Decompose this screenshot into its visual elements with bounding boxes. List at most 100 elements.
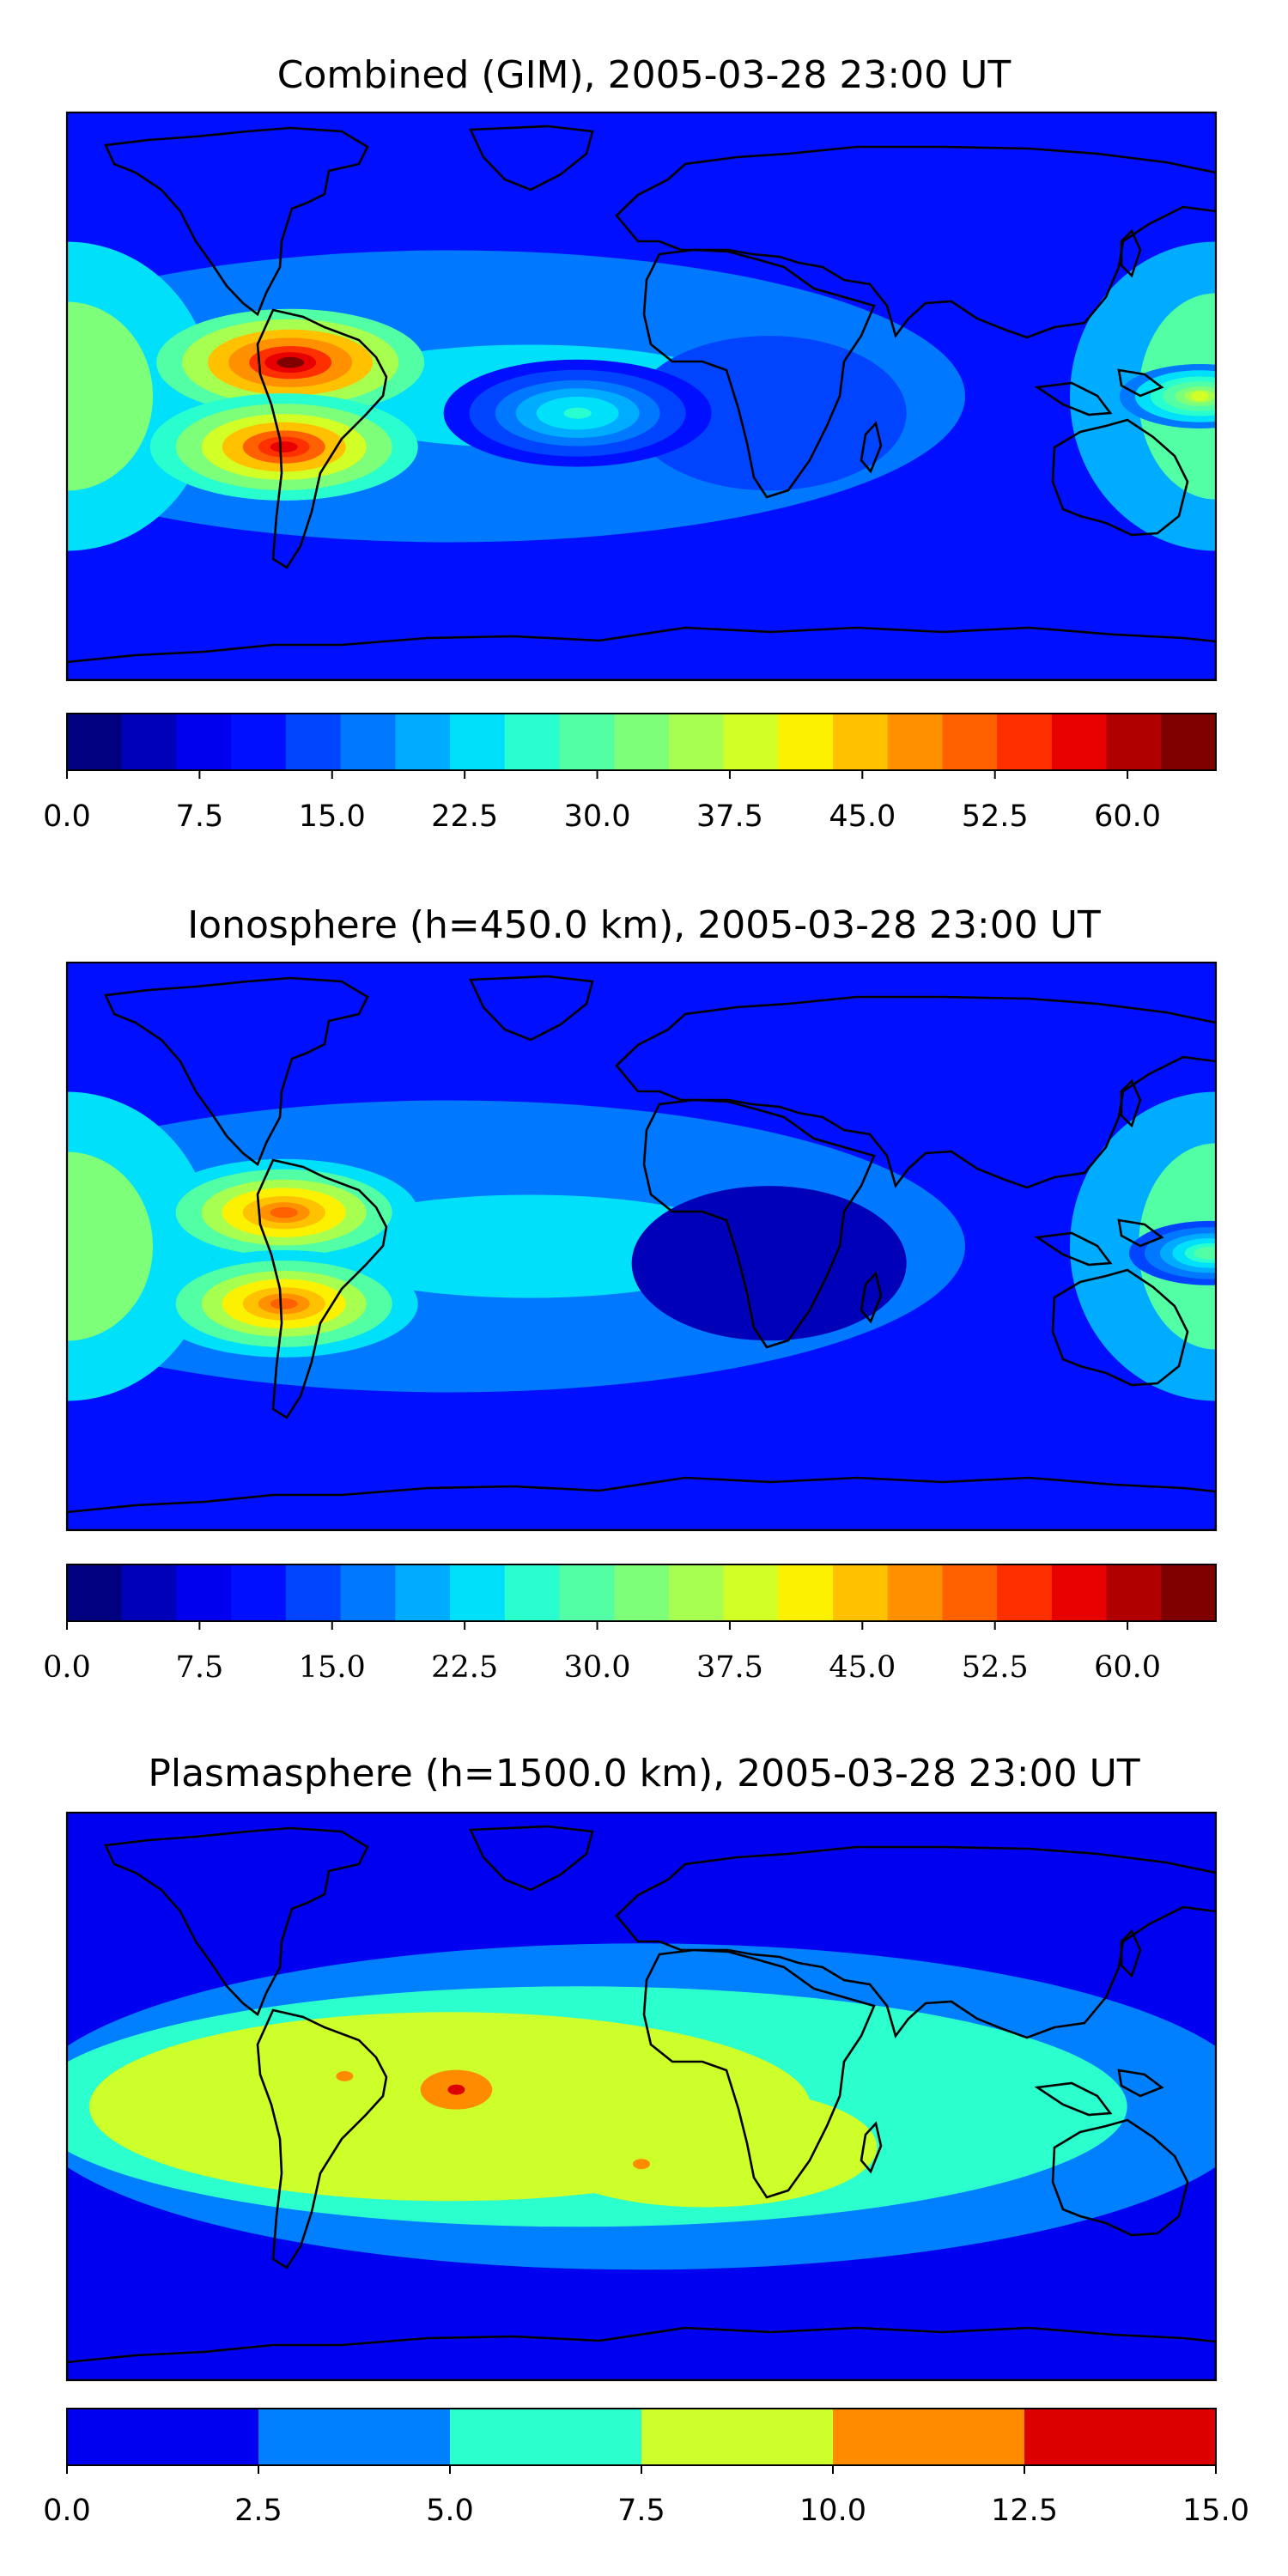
- colorbar-tick-label: 37.5: [696, 799, 763, 834]
- contour-peak: [270, 1206, 298, 1218]
- colorbar-segment: [340, 714, 396, 770]
- colorbar-tick-label: 22.5: [431, 1650, 498, 1685]
- colorbar-segment: [887, 714, 943, 770]
- colorbar-segment: [641, 2409, 834, 2465]
- colorbar-segment: [778, 1564, 834, 1621]
- map-frame: [65, 961, 1218, 1532]
- colorbar-tick-label: 5.0: [426, 2494, 474, 2528]
- contour-peak: [447, 2084, 465, 2095]
- colorbar-segment: [231, 714, 287, 770]
- colorbar-tick-label: 15.0: [299, 799, 366, 834]
- colorbar-tick-label: 30.0: [564, 1650, 631, 1685]
- colorbar-segment: [67, 1564, 123, 1621]
- colorbar-segment: [942, 714, 998, 770]
- colorbar-tick-label: 15.0: [299, 1650, 366, 1685]
- colorbar: 0.0 7.5 15.0 22.5 30.0 37.5 45.0 52.5 60.0: [43, 1564, 1217, 1685]
- colorbar-segment: [833, 714, 889, 770]
- colorbar-segment: [285, 1564, 342, 1621]
- colorbar-segment: [778, 714, 834, 770]
- colorbar-segment: [285, 714, 342, 770]
- colorbar-segment: [1051, 714, 1108, 770]
- colorbar-segment: [340, 1564, 396, 1621]
- contour-band: [514, 2070, 704, 2157]
- map-field: [67, 1813, 1216, 2380]
- contour-peak: [270, 441, 298, 453]
- map-frame: [65, 111, 1218, 682]
- colorbar-segment: [668, 1564, 725, 1621]
- colorbar-tick-label: 7.5: [617, 2494, 665, 2528]
- colorbar-segment: [942, 1564, 998, 1621]
- panel-1: Combined (GIM), 2005-03-28 23:00 UT 0.0 7.…: [43, 53, 1218, 834]
- colorbar-segment: [723, 1564, 779, 1621]
- panel-title: Combined (GIM), 2005-03-28 23:00 UT: [277, 53, 1012, 97]
- contour-peak: [633, 2159, 650, 2170]
- colorbar-segment: [121, 714, 177, 770]
- panel-title: Ionosphere (h=450.0 km), 2005-03-28 23:0…: [187, 903, 1101, 947]
- panel-3: Plasmasphere (h=1500.0 km), 2005-03-28 2…: [43, 1752, 1249, 2528]
- colorbar-segment: [614, 1564, 670, 1621]
- colorbar-segment: [450, 1564, 506, 1621]
- contour-peak: [276, 356, 305, 368]
- colorbar-segment: [997, 714, 1053, 770]
- colorbar-segment: [121, 1564, 177, 1621]
- colorbar-segment: [997, 1564, 1053, 1621]
- colorbar-segment: [450, 714, 506, 770]
- colorbar-frame: [66, 1564, 1217, 1622]
- colorbar-segment: [559, 714, 615, 770]
- colorbar-segment: [833, 1564, 889, 1621]
- map-field: [67, 112, 1216, 680]
- colorbar-tick-label: 15.0: [1182, 2494, 1249, 2528]
- colorbar-tick-label: 52.5: [962, 1650, 1029, 1685]
- contour-peak: [336, 2070, 354, 2081]
- colorbar-tick-label: 22.5: [431, 799, 498, 834]
- contour-band: [67, 301, 153, 491]
- colorbar-segment: [504, 1564, 560, 1621]
- colorbar-tick-label: 52.5: [962, 799, 1029, 834]
- colorbar-tick-label: 60.0: [1094, 799, 1161, 834]
- colorbar-segment: [67, 714, 123, 770]
- colorbar-segment: [1161, 714, 1217, 770]
- panel-2: Ionosphere (h=450.0 km), 2005-03-28 23:0…: [43, 903, 1218, 1685]
- colorbar-segment: [1106, 714, 1162, 770]
- colorbar-tick-label: 60.0: [1094, 1650, 1161, 1685]
- colorbar-segment: [668, 714, 725, 770]
- contour-peak: [270, 1297, 298, 1309]
- colorbar-segment: [67, 2409, 259, 2465]
- colorbar-tick-label: 45.0: [829, 799, 896, 834]
- colorbar: 0.0 7.5 15.0 22.5 30.0 37.5 45.0 52.5 60.0: [43, 713, 1217, 834]
- colorbar-segment: [887, 1564, 943, 1621]
- colorbar-tick-label: 0.0: [43, 1650, 91, 1685]
- contour-band: [631, 1186, 907, 1341]
- map-frame: [65, 1811, 1218, 2382]
- colorbar-tick-label: 30.0: [564, 799, 631, 834]
- colorbar-segment: [723, 714, 779, 770]
- colorbar-tick-label: 0.0: [43, 2494, 91, 2528]
- colorbar-tick-label: 37.5: [696, 1650, 763, 1685]
- colorbar-segment: [614, 714, 670, 770]
- colorbar-segment: [1161, 1564, 1217, 1621]
- colorbar-tick-label: 7.5: [176, 1650, 224, 1685]
- colorbar-segment: [1051, 1564, 1108, 1621]
- panel-title: Plasmasphere (h=1500.0 km), 2005-03-28 2…: [148, 1752, 1139, 1795]
- colorbar-tick-label: 2.5: [234, 2494, 283, 2528]
- colorbar-segment: [1106, 1564, 1162, 1621]
- colorbar-tick-label: 7.5: [176, 799, 224, 834]
- contour-peak: [563, 407, 592, 419]
- colorbar-segment: [450, 2409, 642, 2465]
- colorbar-tick-label: 12.5: [991, 2494, 1058, 2528]
- colorbar-segment: [395, 714, 451, 770]
- colorbar: 0.0 2.5 5.0 7.5 10.0 12.5 15.0: [43, 2408, 1249, 2528]
- colorbar-tick-label: 10.0: [799, 2494, 866, 2528]
- contour-band: [631, 336, 907, 491]
- colorbar-segment: [258, 2409, 451, 2465]
- colorbar-segment: [176, 1564, 232, 1621]
- colorbar-tick-label: 45.0: [829, 1650, 896, 1685]
- colorbar-segment: [833, 2409, 1025, 2465]
- map-field: [67, 963, 1216, 1530]
- colorbar-segment: [176, 714, 232, 770]
- colorbar-segment: [1024, 2409, 1217, 2465]
- colorbar-segment: [559, 1564, 615, 1621]
- colorbar-segment: [504, 714, 560, 770]
